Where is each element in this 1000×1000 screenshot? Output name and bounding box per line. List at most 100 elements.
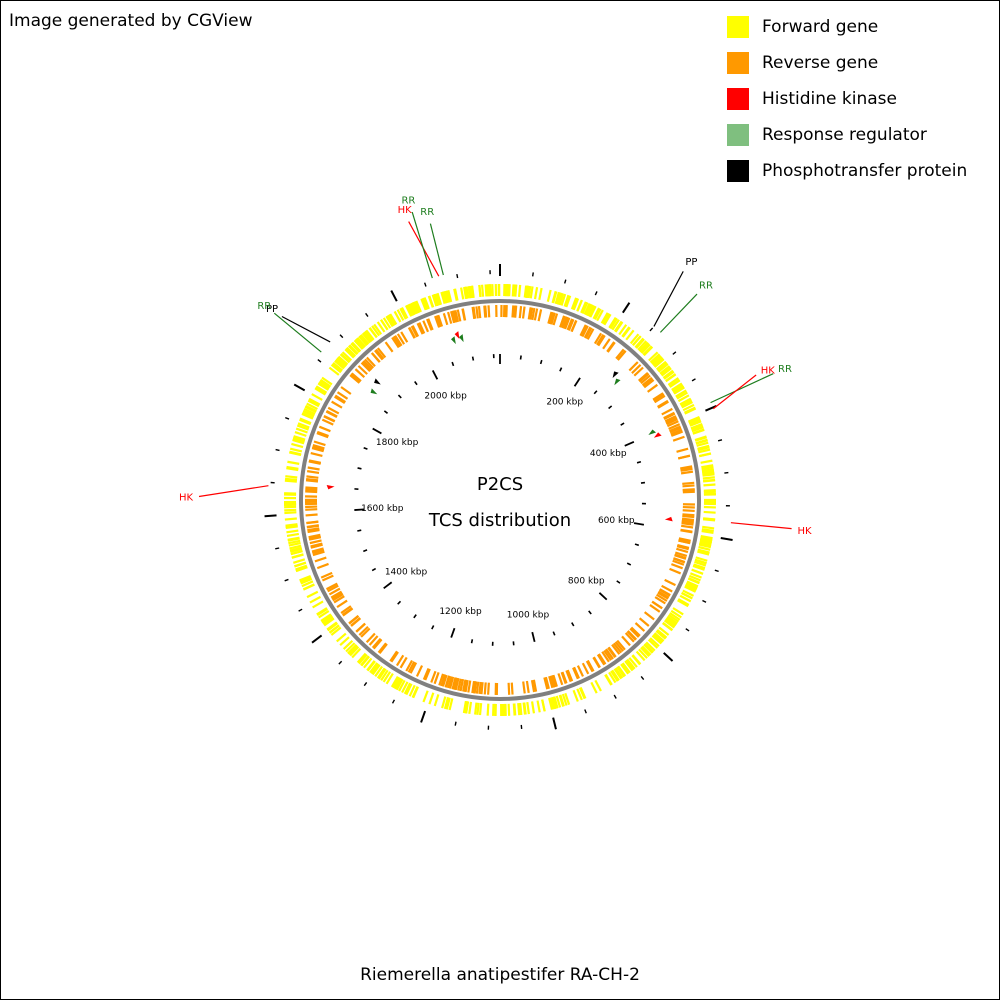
reverse-gene-mark — [452, 677, 458, 690]
forward-gene-mark — [302, 583, 315, 591]
reverse-gene-mark — [374, 349, 384, 361]
forward-gene-mark — [672, 607, 684, 616]
forward-gene-mark — [303, 407, 316, 415]
forward-gene-mark — [462, 700, 468, 714]
forward-gene-mark — [600, 312, 609, 324]
forward-gene-mark — [685, 583, 698, 591]
forward-gene-mark — [651, 634, 663, 645]
outer-minor-tick — [672, 351, 677, 355]
inner-minor-tick — [519, 355, 522, 360]
forward-gene-mark — [679, 594, 692, 603]
tick-label: 1600 kbp — [361, 504, 404, 514]
forward-gene-mark — [396, 309, 405, 321]
forward-gene-mark — [311, 393, 323, 401]
reverse-gene-mark — [680, 466, 693, 471]
forward-gene-mark — [301, 412, 314, 419]
inner-minor-tick — [608, 405, 613, 410]
forward-gene-mark — [409, 302, 417, 315]
inner-minor-tick — [470, 639, 474, 644]
reverse-gene-mark — [680, 465, 693, 470]
reverse-gene-mark — [682, 513, 695, 517]
forward-gene-mark — [666, 615, 678, 625]
forward-gene-mark — [329, 624, 340, 634]
forward-gene-mark — [629, 333, 640, 345]
forward-gene-mark — [376, 321, 386, 333]
reverse-gene-mark — [624, 632, 635, 643]
organism-name: Riemerella anatipestifer RA-CH-2 — [360, 965, 640, 985]
reverse-gene-mark — [552, 674, 558, 687]
forward-gene-mark — [514, 284, 518, 297]
reverse-gene-mark — [393, 335, 402, 347]
reverse-gene-mark — [549, 312, 556, 325]
phosphotransfer-protein-callout — [653, 271, 684, 327]
legend-swatch — [727, 124, 749, 146]
forward-gene-mark — [467, 286, 472, 299]
phosphotransfer-protein-marker — [374, 378, 381, 385]
response-regulator-label: RR — [401, 196, 415, 207]
reverse-gene-mark — [316, 430, 329, 438]
outer-tick-ring — [264, 264, 733, 730]
reverse-gene-mark — [375, 348, 385, 360]
reverse-gene-mark — [530, 679, 536, 693]
reverse-gene-mark — [307, 466, 320, 471]
reverse-gene-mark — [583, 326, 592, 339]
histidine-kinase-callout — [730, 522, 792, 530]
histidine-kinase-marker — [326, 484, 335, 490]
forward-gene-mark — [664, 618, 676, 628]
reverse-gene-mark — [559, 315, 566, 328]
forward-gene-mark — [670, 609, 682, 619]
reverse-gene-mark — [464, 679, 469, 693]
reverse-gene-mark — [408, 326, 416, 339]
forward-gene-mark — [284, 511, 297, 515]
forward-gene-mark — [284, 517, 297, 521]
forward-gene-mark — [529, 286, 534, 299]
reverse-gene-mark — [661, 584, 673, 593]
forward-gene-mark — [464, 286, 469, 299]
reverse-gene-mark — [638, 372, 650, 383]
outer-major-tick — [552, 717, 557, 730]
reverse-gene-mark — [366, 356, 376, 368]
legend-item-phosphotransfer-protein: Phosphotransfer protein — [727, 153, 967, 189]
forward-gene-mark — [335, 358, 346, 369]
forward-gene-mark — [301, 580, 314, 588]
forward-gene-mark — [688, 577, 700, 584]
forward-gene-mark — [680, 399, 693, 407]
tick-label: 200 kbp — [546, 397, 583, 407]
forward-gene-mark — [701, 466, 714, 471]
forward-gene-mark — [647, 638, 659, 649]
inner-minor-tick — [471, 356, 475, 361]
forward-gene-mark — [293, 558, 306, 564]
forward-gene-mark — [371, 325, 381, 337]
forward-gene-mark — [628, 657, 638, 668]
forward-gene-mark — [334, 360, 345, 370]
forward-gene-mark — [703, 510, 716, 514]
phosphotransfer-protein-marker — [612, 371, 619, 379]
forward-gene-mark — [355, 338, 365, 349]
forward-gene-mark — [317, 382, 329, 391]
forward-gene-mark — [576, 299, 583, 312]
response-regulator-callout — [659, 293, 698, 333]
reverse-gene-mark — [671, 563, 684, 570]
reverse-gene-mark — [442, 312, 449, 326]
forward-gene-mark — [530, 701, 536, 714]
reverse-gene-mark — [340, 605, 352, 614]
forward-gene-mark — [393, 310, 402, 323]
forward-gene-mark — [401, 681, 409, 694]
outer-major-tick — [311, 634, 323, 644]
forward-gene-mark — [553, 696, 559, 709]
reverse-gene-mark — [418, 322, 426, 334]
forward-gene-mark — [291, 553, 304, 559]
forward-gene-mark — [408, 684, 416, 697]
forward-gene-mark — [701, 464, 714, 469]
forward-gene-mark — [405, 304, 413, 317]
forward-gene-mark — [625, 329, 635, 341]
histidine-kinase-label: HK — [398, 205, 413, 216]
outer-minor-tick — [339, 334, 344, 339]
reverse-gene-mark — [477, 306, 482, 319]
forward-gene-mark — [350, 342, 361, 353]
forward-gene-mark — [321, 614, 333, 624]
reverse-gene-mark — [472, 306, 477, 319]
forward-gene-mark — [580, 301, 587, 314]
tick-label: 1800 kbp — [376, 438, 419, 448]
outer-minor-tick — [298, 608, 303, 612]
